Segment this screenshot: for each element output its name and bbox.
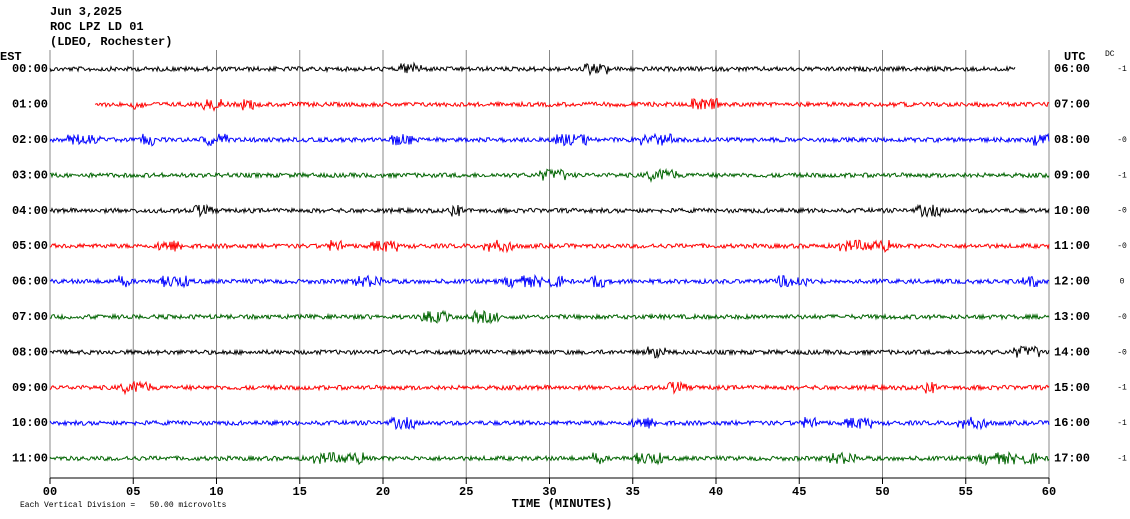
station: ROC LPZ LD 01: [50, 20, 144, 34]
trace: [49, 345, 1050, 359]
dc-label: -1: [1117, 171, 1127, 180]
x-tick-label: 20: [376, 485, 390, 499]
x-tick-label: 00: [43, 485, 57, 499]
trace: [49, 416, 1050, 431]
dc-label: -1: [1117, 419, 1127, 428]
est-label: 10:00: [12, 416, 48, 430]
x-tick-label: 60: [1042, 485, 1056, 499]
est-label: 11:00: [12, 452, 48, 466]
est-label: 09:00: [12, 381, 48, 395]
utc-label: 12:00: [1054, 275, 1090, 289]
trace: [94, 97, 1050, 112]
footnote: Each Vertical Division = 50.00 microvolt…: [20, 501, 227, 510]
dc-label: -0: [1117, 207, 1127, 216]
est-label: 04:00: [12, 204, 48, 218]
x-tick-label: 45: [792, 485, 806, 499]
utc-label: 08:00: [1054, 133, 1090, 147]
est-label: 07:00: [12, 310, 48, 324]
trace: [49, 167, 1050, 183]
x-tick-label: 10: [209, 485, 223, 499]
right-axis-title: UTC: [1064, 50, 1086, 64]
x-tick-label: 50: [875, 485, 889, 499]
date: Jun 3,2025: [50, 5, 122, 19]
dc-label: -0: [1117, 348, 1127, 357]
utc-label: 17:00: [1054, 452, 1090, 466]
x-tick-label: 15: [293, 485, 307, 499]
x-tick-label: 25: [459, 485, 473, 499]
dc-label: -0: [1117, 242, 1127, 251]
dc-label: -0: [1117, 313, 1127, 322]
x-tick-label: 30: [542, 485, 556, 499]
est-label: 00:00: [12, 62, 48, 76]
x-axis-label: TIME (MINUTES): [512, 497, 613, 511]
dc-label: -0: [1117, 136, 1127, 145]
dc-label: -1: [1117, 65, 1127, 74]
dc-label: -1: [1117, 384, 1127, 393]
trace: [49, 203, 1050, 218]
left-axis-title: EST: [0, 50, 22, 64]
est-label: 03:00: [12, 168, 48, 182]
network: (LDEO, Rochester): [50, 35, 172, 49]
est-label: 01:00: [12, 98, 48, 112]
dc-label: 0: [1120, 278, 1125, 287]
est-label: 06:00: [12, 275, 48, 289]
utc-label: 11:00: [1054, 239, 1090, 253]
x-tick-label: 40: [709, 485, 723, 499]
trace: [49, 380, 1050, 396]
utc-label: 06:00: [1054, 62, 1090, 76]
utc-label: 10:00: [1054, 204, 1090, 218]
utc-label: 16:00: [1054, 416, 1090, 430]
x-tick-label: 55: [959, 485, 973, 499]
x-tick-label: 05: [126, 485, 140, 499]
dc-label: -1: [1117, 455, 1127, 464]
est-label: 08:00: [12, 345, 48, 359]
trace: [49, 132, 1050, 147]
utc-label: 15:00: [1054, 381, 1090, 395]
trace: [49, 274, 1050, 289]
trace: [49, 451, 1050, 466]
est-label: 05:00: [12, 239, 48, 253]
est-label: 02:00: [12, 133, 48, 147]
utc-label: 09:00: [1054, 168, 1090, 182]
trace: [49, 309, 1050, 325]
utc-label: 13:00: [1054, 310, 1090, 324]
utc-label: 14:00: [1054, 345, 1090, 359]
dc-title: DC: [1105, 50, 1115, 59]
trace: [49, 61, 1016, 77]
trace: [49, 239, 1050, 254]
utc-label: 07:00: [1054, 98, 1090, 112]
x-tick-label: 35: [626, 485, 640, 499]
